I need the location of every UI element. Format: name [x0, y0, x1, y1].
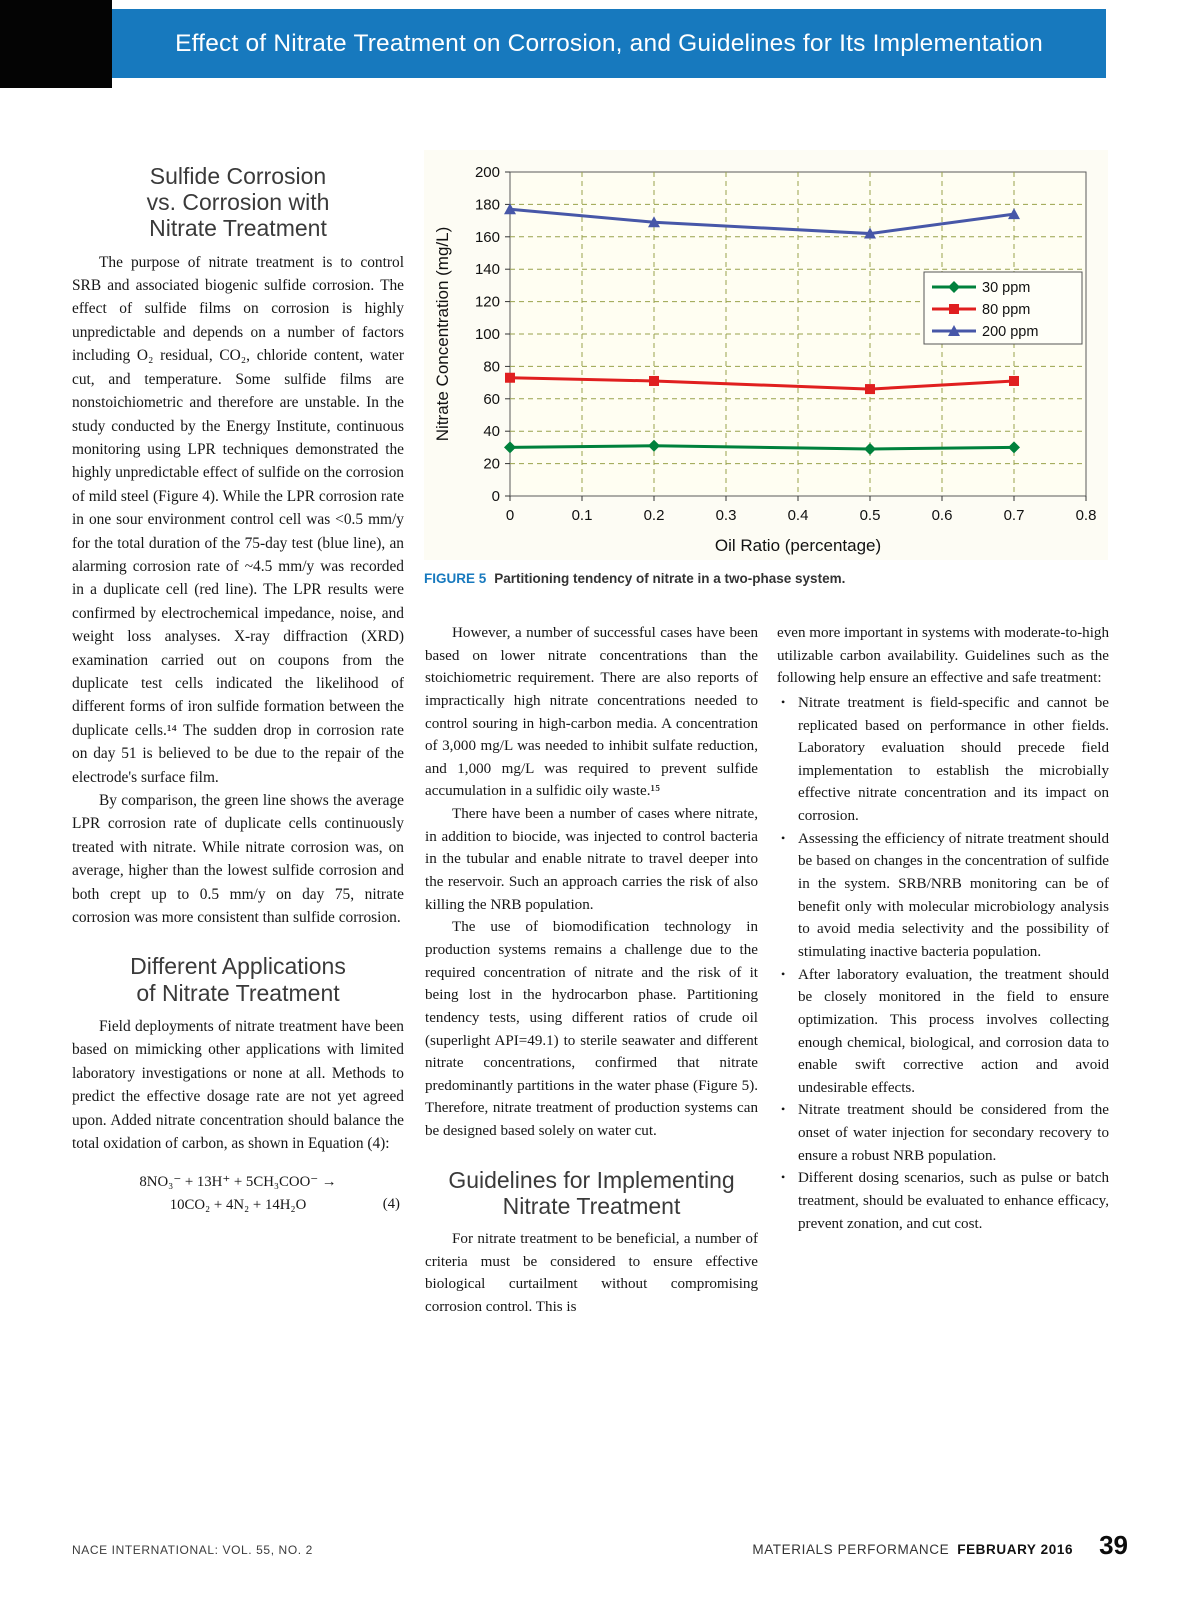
- middle-column: However, a number of successful cases ha…: [425, 622, 758, 1319]
- svg-text:0.5: 0.5: [860, 507, 881, 524]
- svg-text:200 ppm: 200 ppm: [982, 324, 1038, 340]
- svg-text:180: 180: [475, 196, 500, 213]
- svg-text:0.4: 0.4: [788, 507, 809, 524]
- equation-line-2: 10CO₂ + 4N₂ + 14H₂O: [169, 1196, 307, 1213]
- svg-text:160: 160: [475, 229, 500, 246]
- svg-text:0.2: 0.2: [644, 507, 665, 524]
- page-footer: NACE INTERNATIONAL: VOL. 55, NO. 2 MATER…: [72, 1530, 1128, 1561]
- guidelines-bullet-list: Nitrate treatment is field-specific and …: [777, 692, 1109, 1235]
- figure5-chart: 0 20 40 60 80 100 120 140 160 180 200 0 0.1 0.2 0.3 0.4…: [424, 150, 1108, 560]
- section-heading-different-applications: Different Applications of Nitrate Treatm…: [72, 953, 404, 1005]
- svg-text:120: 120: [475, 294, 500, 311]
- heading-line: vs. Corrosion with: [146, 189, 330, 216]
- list-item: Different dosing scenarios, such as puls…: [777, 1167, 1109, 1235]
- svg-text:140: 140: [475, 261, 500, 278]
- list-item: Assessing the efficiency of nitrate trea…: [777, 828, 1109, 964]
- paragraph: By comparison, the green line shows the …: [72, 792, 404, 927]
- figure5-block: 0 20 40 60 80 100 120 140 160 180 200 0 0.1 0.2 0.3 0.4…: [424, 150, 1108, 586]
- figure-label: FIGURE 5: [424, 571, 487, 586]
- heading-line: of Nitrate Treatment: [136, 979, 340, 1006]
- footer-right: MATERIALS PERFORMANCE FEBRUARY 2016 39: [752, 1530, 1128, 1561]
- svg-text:Nitrate Concentration (mg/L): Nitrate Concentration (mg/L): [433, 227, 452, 441]
- svg-text:0.3: 0.3: [716, 507, 737, 524]
- figure-caption-text: Partitioning tendency of nitrate in a tw…: [494, 571, 846, 586]
- section-heading-guidelines: Guidelines for Implementing Nitrate Trea…: [425, 1167, 758, 1219]
- footer-journal-info: NACE INTERNATIONAL: VOL. 55, NO. 2: [72, 1543, 313, 1557]
- svg-text:0.7: 0.7: [1004, 507, 1025, 524]
- svg-text:Oil Ratio (percentage): Oil Ratio (percentage): [715, 536, 881, 555]
- paragraph: However, a number of successful cases ha…: [425, 625, 758, 800]
- heading-line: Sulfide Corrosion: [149, 163, 327, 189]
- header-band: Effect of Nitrate Treatment on Corrosion…: [112, 9, 1106, 78]
- heading-line: Nitrate Treatment: [149, 215, 327, 242]
- issue-date: FEBRUARY 2016: [957, 1542, 1074, 1557]
- equation-line-1: 8NO₃⁻ + 13H⁺ + 5CH₃COO⁻ →: [139, 1174, 337, 1191]
- svg-text:0: 0: [492, 488, 500, 505]
- paragraph: For nitrate treatment to be beneficial, …: [425, 1231, 758, 1316]
- list-item: After laboratory evaluation, the treatme…: [777, 964, 1109, 1100]
- header-black-block: [0, 0, 112, 88]
- equation-number: (4): [382, 1195, 400, 1212]
- page-title: Effect of Nitrate Treatment on Corrosion…: [175, 29, 1043, 57]
- svg-text:80 ppm: 80 ppm: [982, 302, 1030, 318]
- svg-text:100: 100: [475, 326, 500, 343]
- list-item: Nitrate treatment is field-specific and …: [777, 692, 1109, 828]
- heading-line: Nitrate Treatment: [502, 1192, 681, 1219]
- magazine-name: MATERIALS PERFORMANCE: [752, 1542, 950, 1557]
- paragraph: The purpose of nitrate treatment is to c…: [72, 253, 404, 786]
- svg-text:0.8: 0.8: [1076, 507, 1097, 524]
- svg-text:20: 20: [483, 456, 500, 473]
- heading-line: Different Applications: [130, 953, 346, 980]
- page-number: 39: [1099, 1530, 1128, 1560]
- paragraph: even more important in systems with mode…: [777, 625, 1109, 687]
- svg-text:0: 0: [506, 507, 514, 524]
- svg-text:40: 40: [483, 423, 500, 440]
- figure5-caption: FIGURE 5 Partitioning tendency of nitrate…: [424, 571, 1108, 586]
- svg-text:60: 60: [483, 391, 500, 408]
- right-column: even more important in systems with mode…: [777, 622, 1109, 1235]
- heading-line: Guidelines for Implementing: [448, 1166, 735, 1193]
- list-item: Nitrate treatment should be considered f…: [777, 1099, 1109, 1167]
- figure5-chart-svg: 0 20 40 60 80 100 120 140 160 180 200 0 0.1 0.2 0.3 0.4…: [433, 164, 1097, 555]
- svg-text:0.1: 0.1: [572, 507, 593, 524]
- svg-text:200: 200: [475, 164, 500, 181]
- section-heading-sulfide-corrosion: Sulfide Corrosion vs. Corrosion with Nit…: [72, 163, 404, 242]
- paragraph: The use of biomodification technology in…: [425, 919, 758, 1140]
- svg-text:0.6: 0.6: [932, 507, 953, 524]
- svg-text:30 ppm: 30 ppm: [982, 280, 1030, 296]
- left-column: Sulfide Corrosion vs. Corrosion with Nit…: [72, 163, 404, 1216]
- svg-text:80: 80: [483, 358, 500, 375]
- equation-4: 8NO₃⁻ + 13H⁺ + 5CH₃COO⁻ → 10CO₂ + 4N₂ + …: [72, 1171, 404, 1215]
- paragraph: There have been a number of cases where …: [425, 806, 758, 913]
- paragraph: Field deployments of nitrate treatment h…: [72, 1017, 404, 1152]
